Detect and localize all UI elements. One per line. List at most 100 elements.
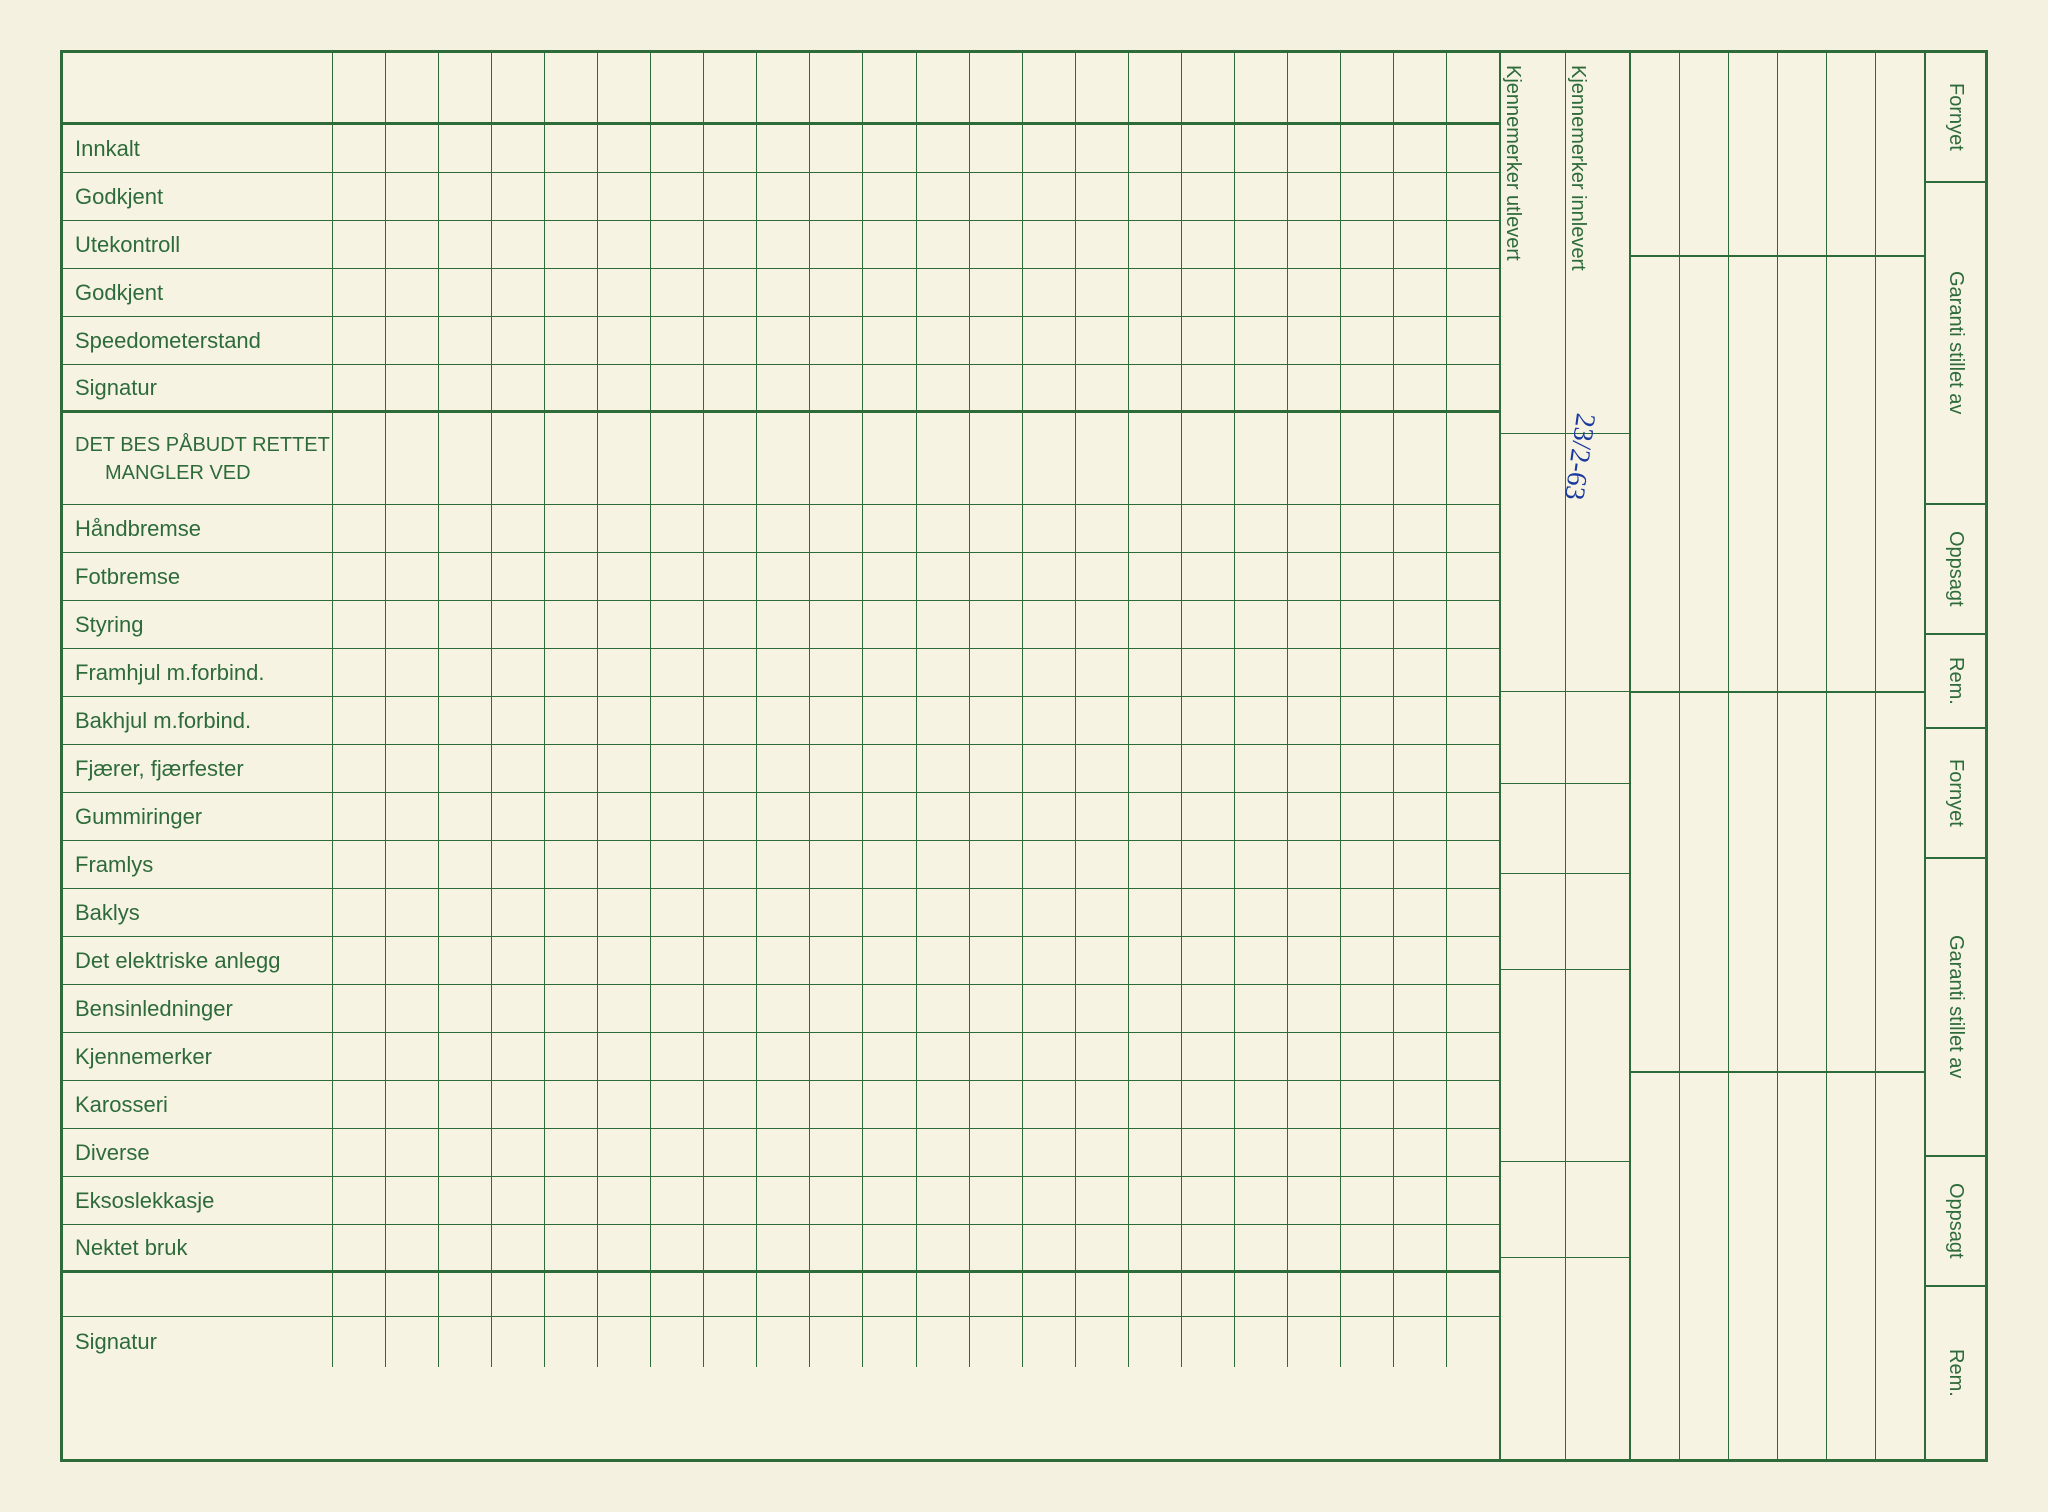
grid-cell [1129, 53, 1182, 122]
row-label: Framhjul m.forbind. [63, 649, 333, 696]
grid-cell [545, 173, 598, 220]
grid-cell [1235, 553, 1288, 600]
grid-cell [439, 317, 492, 364]
grid-cell [1288, 269, 1341, 316]
grid-cell [651, 317, 704, 364]
grid-cell [1129, 221, 1182, 268]
grid-cells [333, 365, 1499, 410]
table-row: Håndbremse [63, 505, 1499, 553]
grid-cell [810, 317, 863, 364]
grid-cell [917, 1033, 970, 1080]
grid-cell [333, 793, 386, 840]
grid-cell [970, 697, 1023, 744]
grid-cell [333, 505, 386, 552]
grid-cell [386, 365, 439, 410]
table-row: Styring [63, 601, 1499, 649]
grid-cell [1023, 365, 1076, 410]
grid-cell [598, 125, 651, 172]
grid-cell [386, 1129, 439, 1176]
grid-cell [333, 317, 386, 364]
grid-cell [863, 1033, 916, 1080]
grid-cell [863, 697, 916, 744]
grid-cell [704, 697, 757, 744]
grid-cell [333, 937, 386, 984]
grid-cell [333, 649, 386, 696]
grid-cell [704, 937, 757, 984]
kjennemerker-utlevert-col: Kjennemerker utlevert [1501, 53, 1566, 1459]
right-col-6 [1876, 53, 1926, 1459]
h-line [1501, 873, 1629, 874]
grid-cell [704, 1129, 757, 1176]
grid-cell [1394, 1177, 1447, 1224]
grid-cell [757, 365, 810, 410]
grid-cells [333, 1225, 1499, 1270]
grid-cell [1023, 505, 1076, 552]
grid-cells [333, 1317, 1499, 1367]
grid-cell [1182, 1273, 1235, 1316]
grid-cell [863, 1225, 916, 1270]
grid-cell [492, 649, 545, 696]
grid-cell [492, 505, 545, 552]
side-label: Garanti stillet av [1944, 271, 1967, 414]
grid-cell [598, 1033, 651, 1080]
grid-cell [439, 269, 492, 316]
grid-cell [598, 269, 651, 316]
right-col-1 [1631, 53, 1680, 1459]
grid-cell [1447, 317, 1499, 364]
grid-cell [651, 173, 704, 220]
grid-cell [970, 793, 1023, 840]
grid-cell [1235, 1081, 1288, 1128]
grid-cell [333, 697, 386, 744]
grid-cell [970, 269, 1023, 316]
grid-cell [333, 365, 386, 410]
grid-cell [757, 505, 810, 552]
grid-cell [970, 1317, 1023, 1367]
grid-cell [1076, 889, 1129, 936]
grid-cell [863, 793, 916, 840]
grid-cell [810, 793, 863, 840]
grid-cells [333, 985, 1499, 1032]
table-row: Diverse [63, 1129, 1499, 1177]
grid-cell [1341, 317, 1394, 364]
grid-cell [386, 841, 439, 888]
grid-cell [1129, 413, 1182, 504]
grid-cell [386, 1081, 439, 1128]
grid-cell [651, 553, 704, 600]
row-label: Gummiringer [63, 793, 333, 840]
grid-cell [1023, 697, 1076, 744]
grid-cell [1023, 1273, 1076, 1316]
grid-cell [917, 841, 970, 888]
grid-cell [810, 1317, 863, 1367]
grid-cell [1341, 697, 1394, 744]
grid-cell [651, 1033, 704, 1080]
main-table: InnkaltGodkjentUtekontrollGodkjentSpeedo… [63, 53, 1501, 1459]
side-label: Fornyet [1944, 83, 1967, 151]
grid-cells [333, 1081, 1499, 1128]
grid-cell [810, 553, 863, 600]
grid-cell [1394, 173, 1447, 220]
grid-cell [651, 649, 704, 696]
grid-cell [439, 937, 492, 984]
grid-cell [1023, 1177, 1076, 1224]
grid-cell [810, 1225, 863, 1270]
grid-cell [1447, 889, 1499, 936]
grid-cell [1023, 413, 1076, 504]
grid-cell [863, 1273, 916, 1316]
grid-cell [810, 889, 863, 936]
row-label: Eksoslekkasje [63, 1177, 333, 1224]
grid-cell [1288, 553, 1341, 600]
grid-cell [757, 985, 810, 1032]
grid-cell [810, 697, 863, 744]
middle-columns: Kjennemerker utlevert Kjennemerker innle… [1501, 53, 1631, 1459]
grid-cell [1129, 505, 1182, 552]
grid-cell [1288, 601, 1341, 648]
row-label: Signatur [63, 365, 333, 410]
table-row: Godkjent [63, 269, 1499, 317]
grid-cell [1129, 365, 1182, 410]
grid-cell [1182, 173, 1235, 220]
grid-cell [598, 1273, 651, 1316]
table-row: Utekontroll [63, 221, 1499, 269]
grid-cell [333, 1225, 386, 1270]
grid-cell [386, 269, 439, 316]
table-row: Det elektriske anlegg [63, 937, 1499, 985]
